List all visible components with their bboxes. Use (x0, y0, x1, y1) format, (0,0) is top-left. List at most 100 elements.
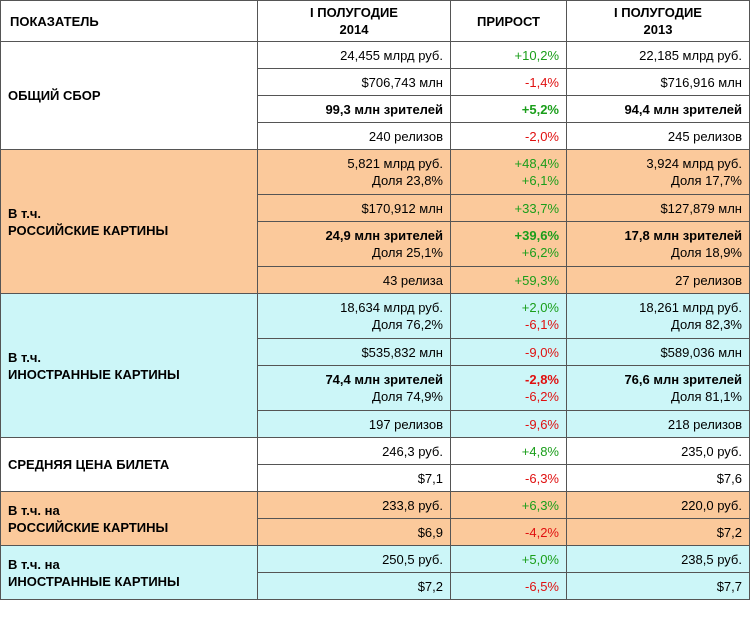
value-text: $589,036 млн (660, 344, 742, 360)
growth-share-text: +6,1% (521, 173, 559, 188)
growth-value: -6,3% (450, 464, 567, 492)
growth-value: +10,2% (450, 41, 567, 69)
share-text: Доля 76,2% (372, 317, 443, 332)
value-2014: $6,9 (257, 518, 451, 546)
header-2014-line-2: 2014 (339, 22, 369, 37)
share-text: Доля 74,9% (372, 389, 443, 404)
table-row: В т.ч. РОССИЙСКИЕ КАРТИНЫ 5,821 млрд руб… (0, 149, 750, 294)
value-2013: $716,916 млн (566, 68, 750, 96)
growth-text: +33,7% (514, 200, 559, 216)
value-2014: $7,2 (257, 572, 451, 600)
value-text: $7,6 (716, 470, 742, 486)
value-2014: 74,4 млн зрителей Доля 74,9% (257, 365, 451, 411)
share-text: Доля 18,9% (671, 245, 742, 260)
value-2013: $7,2 (566, 518, 750, 546)
group-label-line: РОССИЙСКИЕ КАРТИНЫ (8, 519, 169, 535)
row-group-label: В т.ч. на РОССИЙСКИЕ КАРТИНЫ (0, 491, 258, 546)
value-2014: 5,821 млрд руб. Доля 23,8% (257, 149, 451, 195)
value-text: 24,455 млрд руб. (340, 47, 443, 63)
value-text: $127,879 млн (660, 200, 742, 216)
table-row: В т.ч. на ИНОСТРАННЫЕ КАРТИНЫ 250,5 руб.… (0, 545, 750, 600)
row-group-label: СРЕДНЯЯ ЦЕНА БИЛЕТА (0, 437, 258, 492)
table-row: $706,743 млн -1,4% $716,916 млн (1, 68, 750, 96)
group-label-line: ИНОСТРАННЫЕ КАРТИНЫ (8, 366, 180, 382)
value-text: $6,9 (417, 524, 443, 540)
growth-share-text: -6,1% (525, 317, 559, 332)
value-text: 3,924 млрд руб. (646, 156, 742, 171)
value-2014: 250,5 руб. (257, 545, 451, 573)
value-2014: $7,1 (257, 464, 451, 492)
growth-value: +2,0% -6,1% (450, 293, 567, 339)
table-row: 74,4 млн зрителей Доля 74,9% -2,8% -6,2%… (1, 365, 750, 411)
value-2014: 24,455 млрд руб. (257, 41, 451, 69)
growth-text: -4,2% (525, 524, 559, 540)
value-2013: 94,4 млн зрителей (566, 95, 750, 123)
value-2013: 220,0 руб. (566, 491, 750, 519)
growth-value: +6,3% (450, 491, 567, 519)
value-text: 197 релизов (368, 416, 443, 432)
header-2014-line-1: I ПОЛУГОДИЕ (310, 5, 398, 20)
value-2013: $589,036 млн (566, 338, 750, 366)
value-text: $7,2 (716, 524, 742, 540)
header-2013-line-1: I ПОЛУГОДИЕ (614, 5, 702, 20)
value-2014: $706,743 млн (257, 68, 451, 96)
value-text: 76,6 млн зрителей (624, 372, 742, 387)
value-text: 18,261 млрд руб. (639, 300, 742, 315)
table-row: СРЕДНЯЯ ЦЕНА БИЛЕТА 246,3 руб. +4,8% 235… (0, 437, 750, 492)
growth-value: +5,2% (450, 95, 567, 123)
value-text: $535,832 млн (361, 344, 443, 360)
growth-text: +39,6% (514, 228, 559, 243)
value-2014: 233,8 руб. (257, 491, 451, 519)
value-text: 233,8 руб. (382, 497, 443, 513)
table-row: $170,912 млн +33,7% $127,879 млн (1, 194, 750, 222)
value-text: 22,185 млрд руб. (639, 47, 742, 63)
share-text: Доля 82,3% (671, 317, 742, 332)
table-row: 99,3 млн зрителей +5,2% 94,4 млн зрителе… (1, 95, 750, 123)
value-2013: 245 релизов (566, 122, 750, 150)
group-label-line: В т.ч. на (8, 502, 60, 518)
table-row: В т.ч. ИНОСТРАННЫЕ КАРТИНЫ 18,634 млрд р… (0, 293, 750, 438)
value-2013: 3,924 млрд руб. Доля 17,7% (566, 149, 750, 195)
growth-text: +59,3% (514, 272, 559, 288)
value-text: $716,916 млн (660, 74, 742, 90)
growth-text: -1,4% (525, 74, 559, 90)
value-text: $7,1 (417, 470, 443, 486)
group-label-line: СРЕДНЯЯ ЦЕНА БИЛЕТА (8, 457, 170, 472)
growth-value: +48,4% +6,1% (450, 149, 567, 195)
header-row: ПОКАЗАТЕЛЬ I ПОЛУГОДИЕ 2014 ПРИРОСТ I ПО… (0, 0, 750, 42)
value-text: 238,5 руб. (681, 551, 742, 567)
value-2013: 235,0 руб. (566, 437, 750, 465)
value-2013: $7,7 (566, 572, 750, 600)
value-text: 250,5 руб. (382, 551, 443, 567)
value-2014: 240 релизов (257, 122, 451, 150)
table-row: ОБЩИЙ СБОР 24,455 млрд руб. +10,2% 22,18… (0, 41, 750, 150)
header-period-2013: I ПОЛУГОДИЕ 2013 (566, 0, 750, 42)
growth-value: -9,6% (450, 410, 567, 438)
growth-text: +5,0% (521, 551, 559, 567)
group-label-line: ИНОСТРАННЫЕ КАРТИНЫ (8, 573, 180, 589)
row-group-label: В т.ч. ИНОСТРАННЫЕ КАРТИНЫ (0, 293, 258, 438)
value-text: 245 релизов (667, 128, 742, 144)
row-group-label: ОБЩИЙ СБОР (0, 41, 258, 150)
growth-value: -6,5% (450, 572, 567, 600)
growth-value: +39,6% +6,2% (450, 221, 567, 267)
value-2013: 18,261 млрд руб. Доля 82,3% (566, 293, 750, 339)
value-2013: $7,6 (566, 464, 750, 492)
row-group-label: В т.ч. на ИНОСТРАННЫЕ КАРТИНЫ (0, 545, 258, 600)
table-row: $7,1 -6,3% $7,6 (1, 464, 750, 492)
growth-text: -2,8% (525, 372, 559, 387)
row-group-label: В т.ч. РОССИЙСКИЕ КАРТИНЫ (0, 149, 258, 294)
value-2014: $170,912 млн (257, 194, 451, 222)
box-office-table: ПОКАЗАТЕЛЬ I ПОЛУГОДИЕ 2014 ПРИРОСТ I ПО… (0, 0, 750, 600)
value-text: 27 релизов (675, 272, 742, 288)
growth-text: -9,6% (525, 416, 559, 432)
value-2013: 76,6 млн зрителей Доля 81,1% (566, 365, 750, 411)
value-text: 94,4 млн зрителей (624, 101, 742, 117)
table-row: $7,2 -6,5% $7,7 (1, 572, 750, 600)
growth-text: -6,5% (525, 578, 559, 594)
value-text: 240 релизов (368, 128, 443, 144)
group-label-line: В т.ч. на (8, 556, 60, 572)
value-text: $7,2 (417, 578, 443, 594)
group-label-line: ОБЩИЙ СБОР (8, 88, 101, 103)
value-text: 99,3 млн зрителей (325, 101, 443, 117)
